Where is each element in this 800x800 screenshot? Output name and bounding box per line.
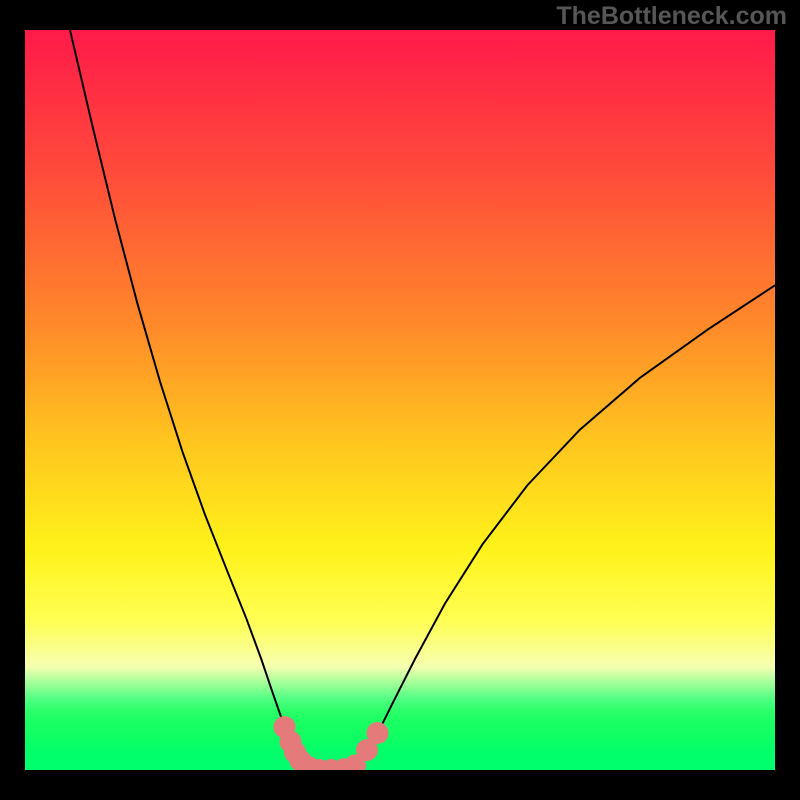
- plot-area: [25, 30, 775, 770]
- gradient-curve-chart: [25, 30, 775, 770]
- watermark-text: TheBottleneck.com: [556, 2, 787, 31]
- heatmap-background: [25, 30, 775, 770]
- chart-container: TheBottleneck.com: [0, 0, 800, 800]
- curve-marker: [367, 722, 389, 744]
